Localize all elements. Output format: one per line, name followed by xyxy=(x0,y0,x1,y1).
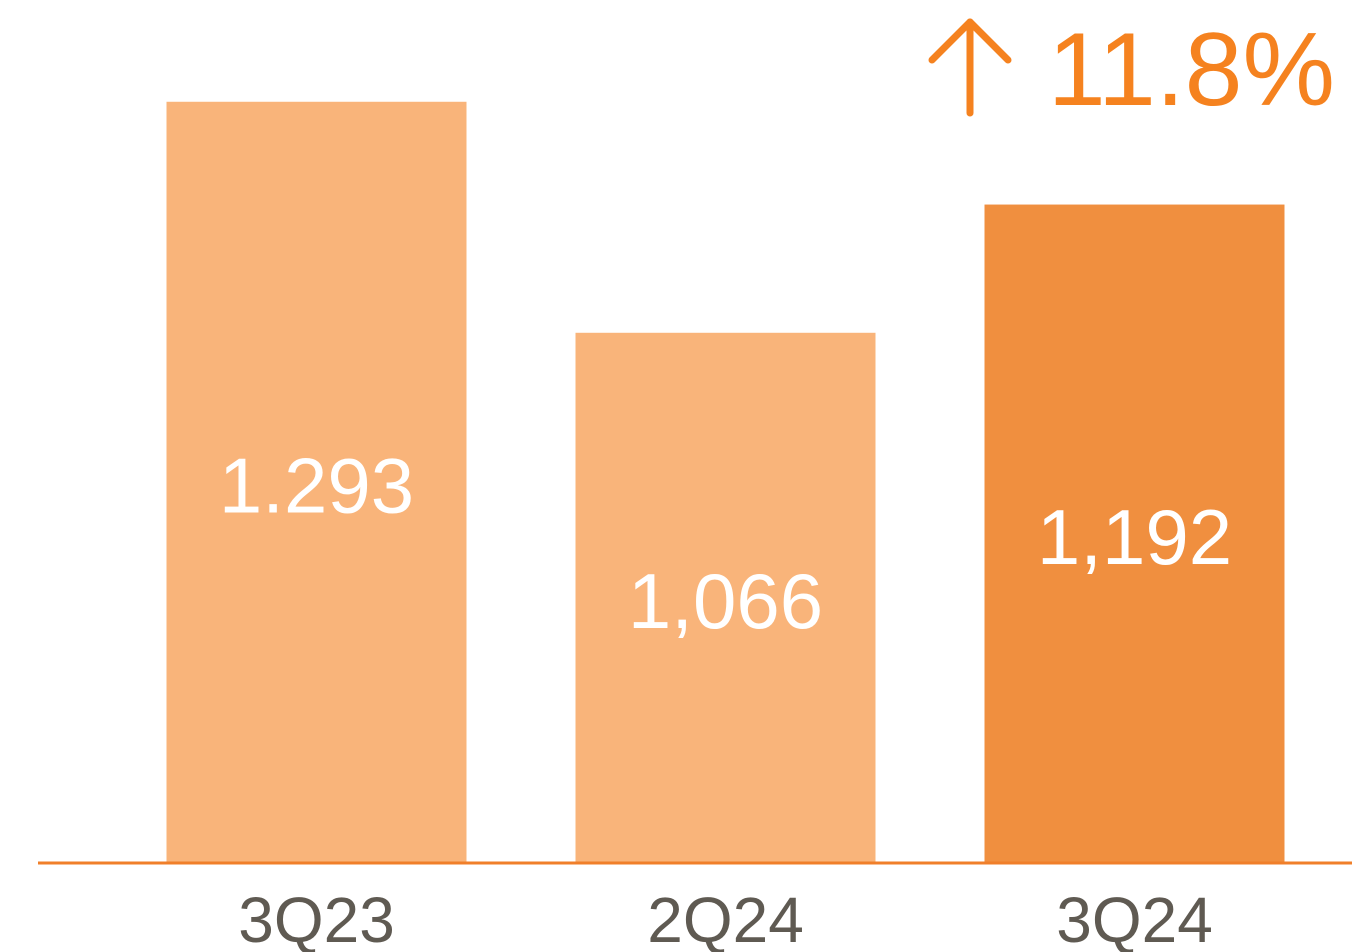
value-label: 1,066 xyxy=(628,557,823,645)
bar xyxy=(166,101,467,864)
bar xyxy=(575,332,876,864)
change-annotation: 11.8% xyxy=(1048,12,1335,128)
x-tick-label: 3Q23 xyxy=(238,884,395,952)
value-label: 1.293 xyxy=(219,441,414,529)
arrow-head xyxy=(928,18,1012,64)
up-arrow xyxy=(928,18,1012,117)
x-tick-label: 3Q24 xyxy=(1056,884,1213,952)
bar xyxy=(984,204,1285,863)
value-label: 1,192 xyxy=(1037,493,1232,581)
x-tick-label: 2Q24 xyxy=(647,884,804,952)
